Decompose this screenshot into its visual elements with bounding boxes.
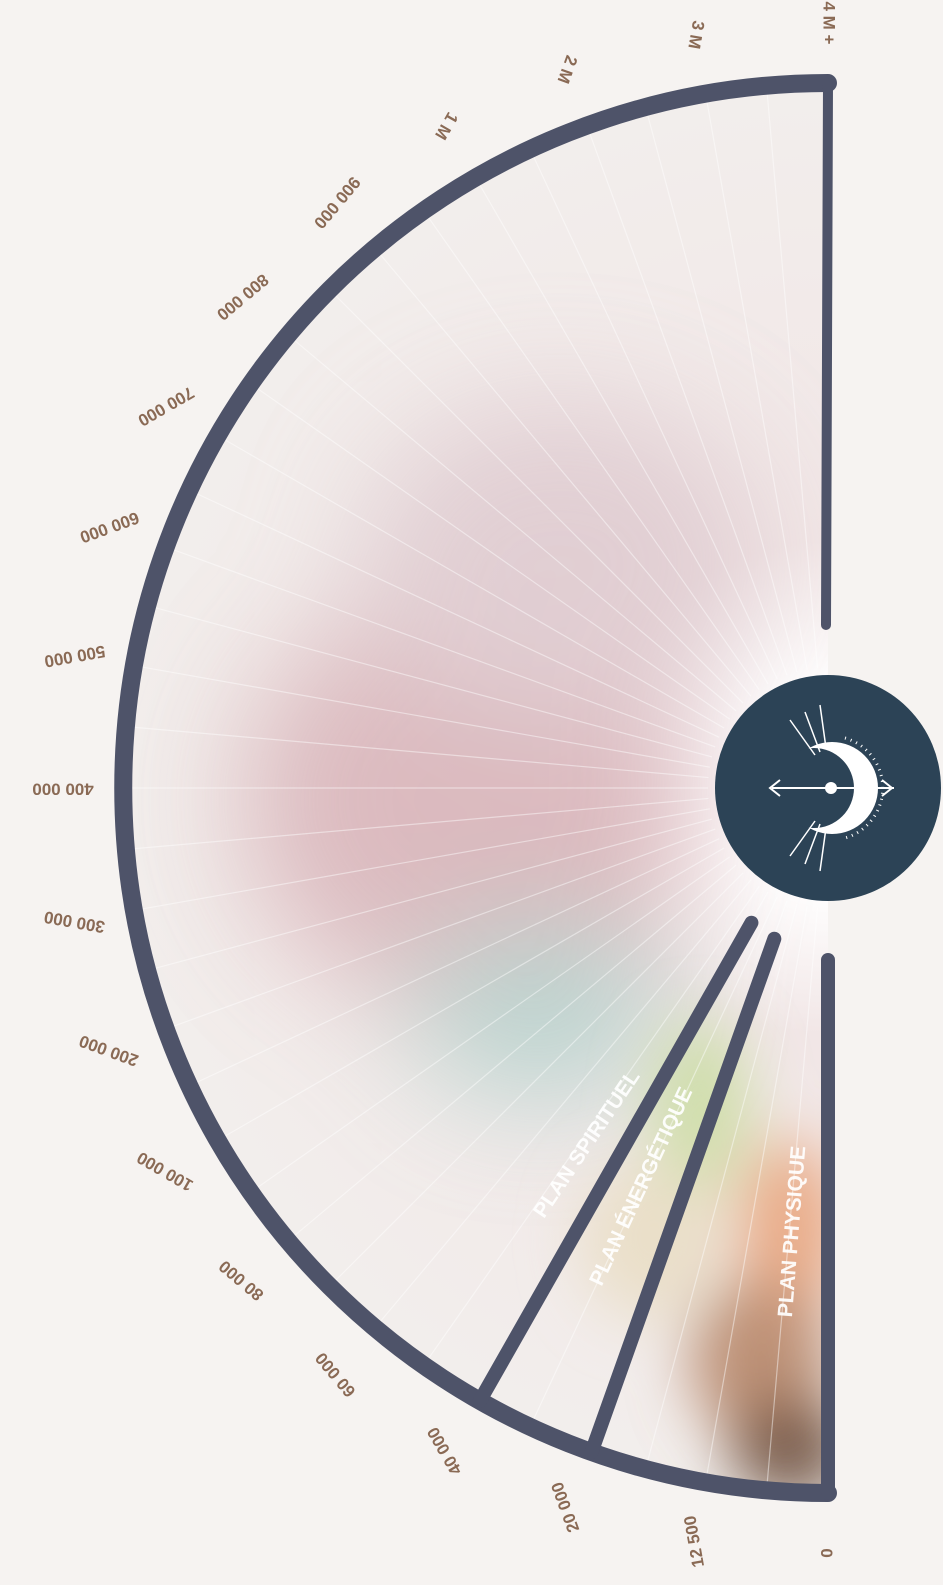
- ray: [130, 726, 709, 779]
- ray: [332, 292, 744, 704]
- ray: [291, 864, 737, 1239]
- ray: [646, 111, 798, 673]
- color-glow: [240, 400, 829, 1493]
- tick-label: 900 000: [310, 173, 364, 232]
- ray: [254, 386, 731, 720]
- ray: [766, 907, 819, 1486]
- ray: [705, 906, 808, 1478]
- ray: [588, 130, 788, 676]
- tick-label: 0: [817, 1548, 836, 1557]
- ray: [291, 337, 737, 712]
- ray: [193, 491, 720, 738]
- ray: [646, 903, 798, 1465]
- ray: [531, 896, 778, 1423]
- divider: [821, 78, 833, 630]
- tick-label: 12 500: [680, 1514, 708, 1569]
- tick-label: 700 000: [135, 383, 198, 430]
- plane-dividers: [472, 915, 782, 1460]
- ray: [170, 548, 716, 748]
- tick-label: 80 000: [215, 1257, 267, 1305]
- tick-label: 2 M: [554, 53, 582, 86]
- tick-label: 200 000: [77, 1031, 141, 1070]
- ray: [477, 181, 769, 685]
- ray: [426, 214, 760, 691]
- ray: [254, 856, 731, 1190]
- ray: [377, 879, 752, 1325]
- ray: [766, 90, 819, 669]
- ray: [193, 838, 720, 1085]
- ray: [170, 828, 716, 1028]
- ray: [151, 818, 713, 970]
- tick-label: 20 000: [548, 1480, 584, 1535]
- ray: [221, 437, 725, 729]
- tick-label: 600 000: [77, 508, 141, 547]
- tick-label: 4 M +: [820, 2, 839, 45]
- ray: [531, 153, 778, 680]
- ray: [705, 98, 808, 670]
- ray: [138, 665, 710, 768]
- tick-label: 40 000: [423, 1424, 465, 1479]
- ray: [151, 606, 713, 758]
- divider: [472, 915, 759, 1408]
- tick-label: 1 M: [431, 109, 462, 143]
- ray: [332, 872, 744, 1284]
- tick-label: 3 M: [684, 19, 708, 50]
- tick-label: 60 000: [311, 1349, 359, 1401]
- divider: [584, 931, 782, 1460]
- tick-label: 300 000: [43, 907, 107, 936]
- ray: [221, 847, 725, 1139]
- ray: [426, 885, 760, 1362]
- outer-arc: [114, 74, 837, 1502]
- tick-label: 800 000: [213, 270, 272, 324]
- ray: [130, 797, 709, 850]
- ray: [138, 808, 710, 911]
- radial-lines: [128, 90, 819, 1486]
- tick-label: 500 000: [43, 641, 107, 670]
- tick-label: 100 000: [134, 1148, 197, 1195]
- logo: [715, 675, 941, 901]
- ray: [377, 251, 752, 697]
- tick-label: 400 000: [32, 780, 93, 799]
